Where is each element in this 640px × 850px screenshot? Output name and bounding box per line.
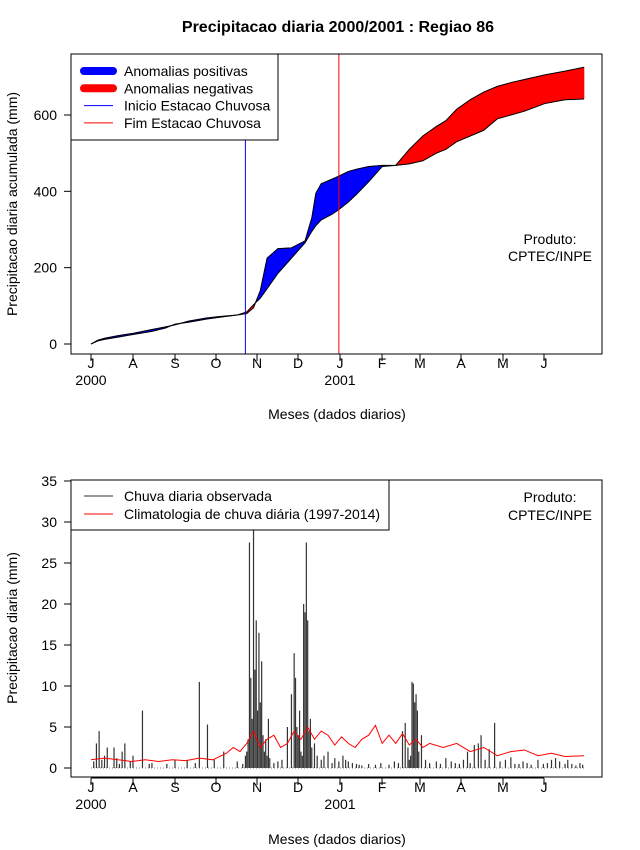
negative-anomaly-segment: [564, 66, 585, 101]
x-tick-label: N: [252, 779, 262, 795]
y-tick-label: 15: [41, 637, 57, 653]
y-tick-label: 35: [41, 473, 57, 489]
y-tick-label: 5: [49, 719, 57, 735]
year-label: 2001: [324, 372, 355, 388]
y-tick-label: 30: [41, 514, 57, 530]
x-tick-label: J: [337, 355, 344, 371]
x-tick-label: A: [128, 355, 138, 371]
positive-anomaly-segment: [356, 166, 369, 196]
positive-anomaly-segment: [348, 168, 357, 203]
y-axis: 0 5 10 15 20 25 30 35: [41, 473, 72, 776]
positive-anomaly-segment: [338, 171, 349, 211]
positive-anomaly-segment: [315, 182, 322, 227]
y-tick-label: 600: [34, 107, 58, 123]
legend-box: [70, 479, 390, 531]
x-axis-label: Meses (dados diarios): [268, 831, 406, 847]
legend-label-2: Anomalias negativas: [124, 80, 253, 96]
daily-rain-bars: [91, 522, 584, 769]
legend-label-2: Climatologia de chuva diária (1997-2014): [124, 506, 380, 522]
y-tick-label: 20: [41, 596, 57, 612]
negative-anomaly-segment: [524, 74, 546, 112]
y-tick-label: 25: [41, 555, 57, 571]
x-tick-label: J: [541, 779, 548, 795]
legend-entries: Chuva diaria observada Climatologia de ch…: [84, 488, 380, 522]
anomaly-areas: [90, 66, 585, 345]
x-tick-label: A: [456, 779, 466, 795]
x-tick-label: M: [497, 779, 509, 795]
x-tick-label: J: [541, 355, 548, 371]
y-tick-label: 400: [34, 183, 58, 199]
x-tick-label: M: [414, 779, 426, 795]
legend-label-1: Anomalias positivas: [124, 63, 248, 79]
negative-anomaly-segment: [408, 135, 424, 165]
year-label: 2000: [75, 796, 106, 812]
legend-label-1: Chuva diaria observada: [124, 488, 272, 504]
positive-anomaly-segment: [266, 247, 279, 290]
x-tick-label: D: [293, 779, 303, 795]
x-tick-label: D: [293, 355, 303, 371]
negative-anomaly-segment: [497, 82, 512, 120]
year-label: 2000: [75, 372, 106, 388]
y-tick-label: 10: [41, 678, 57, 694]
x-tick-label: S: [170, 779, 179, 795]
x-tick-label: M: [497, 355, 509, 371]
negative-anomaly-segment: [483, 85, 498, 131]
positive-anomaly-segment: [320, 178, 333, 221]
y-tick-label: 0: [49, 336, 57, 352]
legend-label-3: Inicio Estacao Chuvosa: [124, 98, 271, 114]
y-axis-label: Precipitacao diaria (mm): [4, 552, 20, 704]
y-tick-label: 200: [34, 260, 58, 276]
x-tick-label: A: [456, 355, 466, 371]
negative-anomaly-segment: [456, 99, 471, 143]
x-tick-label: N: [252, 355, 262, 371]
negative-anomaly-segment: [510, 79, 525, 116]
x-tick-label: M: [414, 355, 426, 371]
x-tick-label: J: [337, 779, 344, 795]
product-label: Produto:: [524, 489, 577, 505]
x-tick-label: O: [211, 355, 222, 371]
climatology-cumulative-line: [90, 66, 585, 345]
x-tick-label: F: [378, 779, 387, 795]
y-tick-label: 0: [49, 760, 57, 776]
x-tick-label: A: [128, 779, 138, 795]
climatology-line: [90, 724, 585, 762]
positive-anomaly-segment: [331, 175, 340, 215]
x-tick-label: S: [170, 355, 179, 371]
x-tick-label: J: [88, 779, 95, 795]
x-tick-label: J: [88, 355, 95, 371]
x-tick-label: F: [378, 355, 387, 371]
year-label: 2001: [324, 796, 355, 812]
negative-anomaly-segment: [544, 70, 566, 104]
product-source: CPTEC/INPE: [508, 248, 592, 264]
x-tick-label: O: [211, 779, 222, 795]
product-source: CPTEC/INPE: [508, 507, 592, 523]
cumulative-precip-chart: Precipitacao diaria 2000/2001 : Regiao 8…: [4, 19, 603, 422]
y-axis-label: Precipitacao diaria acumulada (mm): [4, 92, 20, 316]
product-label: Produto:: [524, 231, 577, 247]
chart-title: Precipitacao diaria 2000/2001 : Regiao 8…: [182, 19, 494, 36]
legend-label-4: Fim Estacao Chuvosa: [124, 115, 261, 131]
x-axis-label: Meses (dados diarios): [268, 406, 406, 422]
y-axis: 0 200 400 600: [34, 107, 72, 352]
legend: Chuva diaria observada Climatologia de ch…: [70, 479, 390, 531]
